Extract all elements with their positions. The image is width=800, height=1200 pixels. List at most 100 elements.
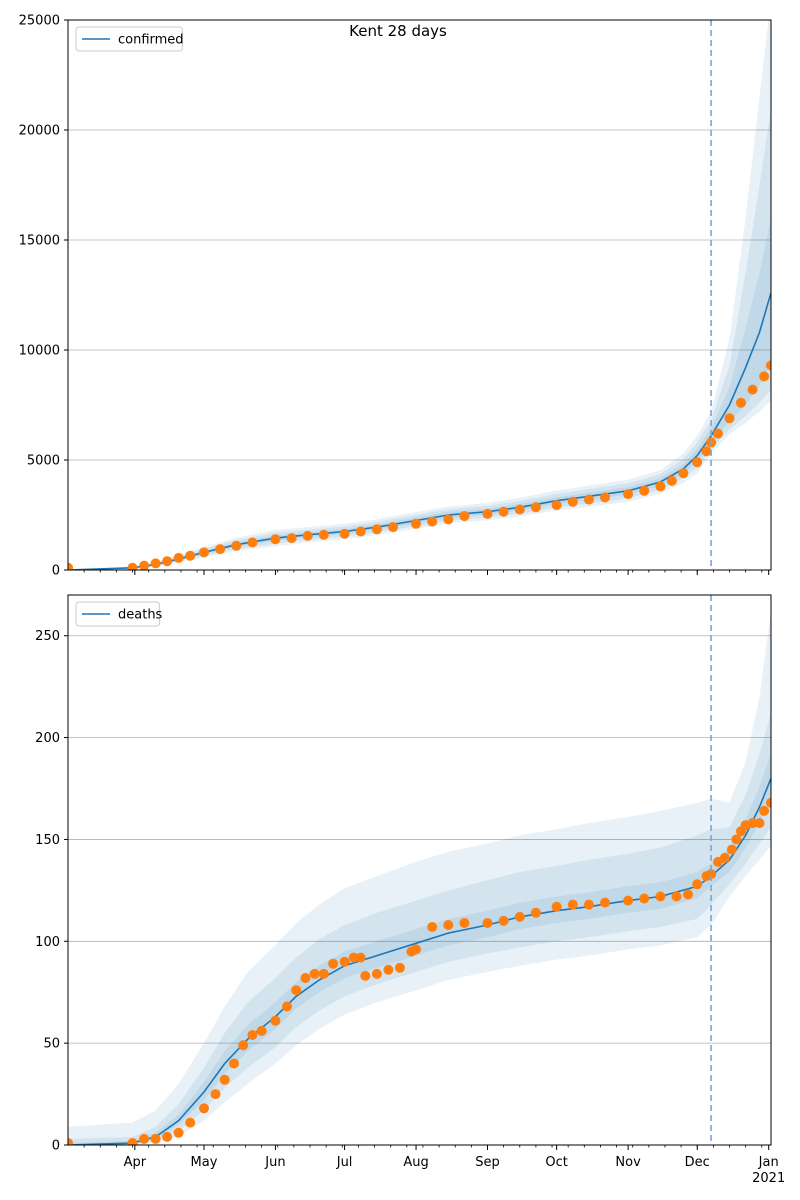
observed-point-3	[150, 1133, 161, 1144]
observed-point-40	[724, 413, 735, 424]
observed-point-51	[726, 844, 737, 855]
observed-point-7	[199, 1103, 209, 1114]
observed-point-16	[355, 526, 366, 537]
observed-point-25	[371, 968, 382, 979]
x-tick-label-1: May	[191, 1155, 218, 1170]
observed-point-43	[655, 891, 666, 902]
observed-point-9	[231, 540, 242, 551]
observed-point-13	[302, 530, 313, 541]
observed-point-0	[68, 1138, 73, 1145]
observed-point-2	[139, 560, 150, 570]
observed-point-33	[482, 918, 493, 928]
observed-point-8	[215, 544, 226, 555]
axes-frame	[67, 594, 772, 1146]
x-year-label: 2021	[752, 1171, 785, 1186]
observed-point-3	[150, 558, 161, 569]
observed-point-24	[498, 506, 509, 517]
observed-point-18	[388, 522, 398, 533]
y-tick-label-0: 0	[52, 1139, 60, 1154]
observed-point-44	[671, 891, 682, 902]
observed-point-31	[623, 489, 634, 500]
observed-point-57	[759, 805, 770, 816]
observed-point-4	[162, 1131, 173, 1142]
model-line	[68, 292, 771, 570]
observed-point-1	[127, 562, 138, 570]
observed-point-27	[394, 962, 405, 973]
legend: deaths	[75, 601, 163, 627]
legend-box	[75, 601, 161, 627]
observed-point-31	[443, 920, 454, 930]
y-tick-label-4: 20000	[19, 124, 60, 139]
deaths-panel: 0 50 100 150 200 250 Apr May Jun Jul Aug Sep Oct Nov D…	[35, 594, 785, 1186]
observed-point-36	[692, 457, 703, 468]
x-tick-label-6: Oct	[545, 1155, 567, 1170]
observed-point-26	[530, 502, 541, 513]
observed-point-13	[256, 1025, 267, 1036]
observed-point-28	[567, 496, 578, 507]
observed-point-35	[514, 911, 525, 922]
y-tick-label-3: 150	[35, 833, 60, 848]
observed-point-29	[583, 494, 594, 505]
observed-point-40	[600, 897, 610, 908]
observed-point-33	[655, 481, 666, 492]
observed-point-20	[427, 516, 438, 527]
observed-point-12	[286, 533, 297, 544]
observed-point-25	[514, 504, 525, 515]
observed-point-32	[459, 918, 470, 928]
x-tick-label-7: Nov	[615, 1155, 641, 1170]
observed-point-26	[383, 964, 394, 975]
observed-point-21	[339, 956, 350, 967]
observed-point-14	[270, 1015, 281, 1026]
legend-label: confirmed	[118, 33, 184, 48]
observed-point-37	[701, 446, 712, 457]
y-tick-label-5: 25000	[19, 14, 60, 29]
observed-point-38	[567, 899, 578, 910]
observed-point-6	[185, 1117, 196, 1128]
observed-point-39	[713, 428, 723, 439]
observed-point-10	[247, 537, 258, 548]
observed-point-5	[173, 552, 184, 563]
observed-point-12	[247, 1030, 258, 1040]
observed-point-44	[766, 360, 771, 371]
observed-point-29	[411, 944, 421, 955]
x-tick-label-9: Jan	[758, 1155, 779, 1170]
observed-point-52	[731, 834, 742, 845]
observed-point-10	[229, 1058, 239, 1069]
observed-point-17	[371, 524, 382, 535]
observed-point-37	[551, 901, 562, 912]
observed-point-45	[683, 889, 693, 900]
observed-point-17	[300, 973, 311, 983]
observed-point-14	[318, 529, 329, 540]
y-tick-label-1: 5000	[27, 454, 60, 469]
observed-point-15	[339, 528, 350, 539]
observed-point-34	[666, 475, 677, 486]
legend-box	[75, 26, 183, 52]
observed-point-4	[162, 556, 173, 567]
observed-point-32	[639, 485, 650, 496]
x-tick-label-4: Aug	[403, 1155, 428, 1170]
observed-point-39	[583, 899, 594, 910]
observed-point-23	[482, 508, 493, 519]
figure-title: Kent 28 days	[349, 22, 447, 40]
observed-point-34	[498, 915, 509, 926]
observed-point-22	[348, 952, 359, 963]
observed-point-41	[736, 397, 746, 408]
observed-point-20	[328, 958, 339, 969]
legend: confirmed	[75, 26, 184, 52]
plot-area	[68, 611, 771, 1145]
y-tick-label-2: 10000	[19, 344, 60, 359]
x-tick-label-3: Jul	[336, 1155, 353, 1170]
observed-point-56	[754, 818, 765, 829]
observed-point-30	[427, 922, 438, 932]
x-tick-label-0: Apr	[124, 1155, 147, 1170]
y-tick-label-1: 50	[43, 1037, 60, 1052]
observed-point-30	[600, 492, 610, 503]
x-tick-label-5: Sep	[475, 1155, 500, 1170]
uncertainty-band-2	[68, 218, 771, 570]
y-tick-label-0: 0	[52, 564, 60, 579]
observed-point-15	[282, 1001, 292, 1012]
observed-point-6	[185, 550, 196, 561]
x-tick-label-8: Dec	[685, 1155, 710, 1170]
observed-point-9	[219, 1074, 230, 1085]
